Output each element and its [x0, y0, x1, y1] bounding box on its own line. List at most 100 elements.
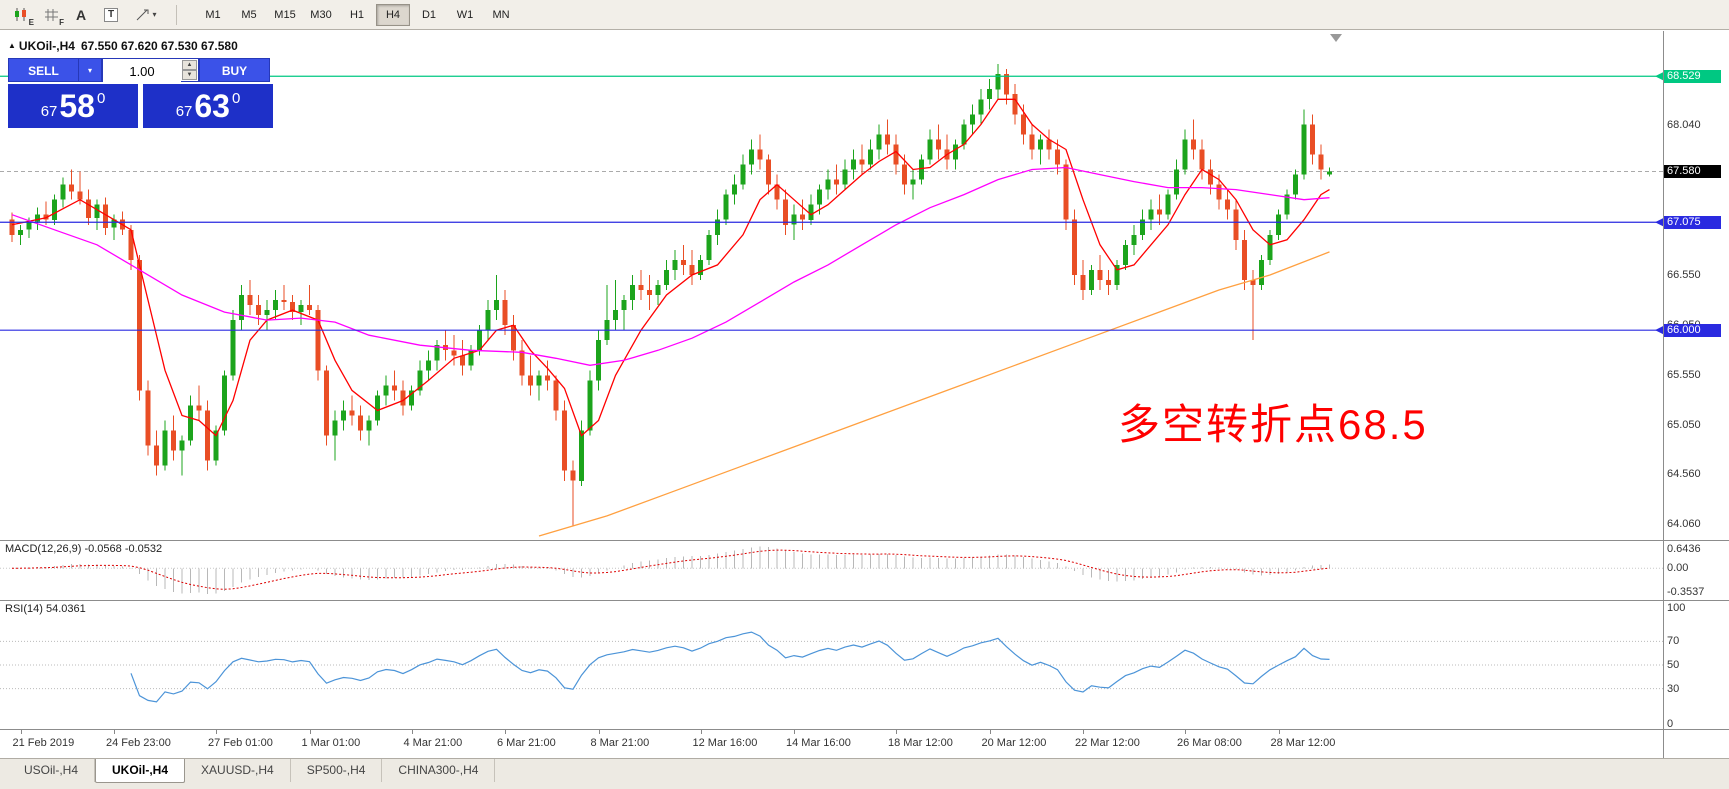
ask-pips: 63	[194, 87, 230, 124]
chart-tab-usoil-h4[interactable]: USOil-,H4	[8, 759, 96, 782]
tool-sub-label: F	[59, 17, 64, 27]
rsi-axis-label: 70	[1667, 635, 1680, 648]
bid-price-display[interactable]: 67 58 0	[8, 84, 138, 128]
time-axis-label: 12 Mar 16:00	[692, 737, 758, 749]
time-axis-label: 26 Mar 08:00	[1177, 737, 1242, 749]
text-label-glyph: T	[103, 7, 119, 22]
drawing-tools-icon[interactable]: ▾	[127, 3, 165, 27]
timeframe-button-mn[interactable]: MN	[492, 8, 510, 21]
trade-prices-row: 67 58 0 67 63 0	[8, 84, 274, 128]
timeframe-button-h4[interactable]: H4	[376, 3, 410, 26]
symbol-marker-icon: ▲	[8, 41, 16, 50]
time-axis-separator	[0, 729, 1729, 730]
rsi-indicator-label: RSI(14) 54.0361	[5, 603, 86, 615]
time-axis-label: 6 Mar 21:00	[497, 737, 556, 749]
price-chart-canvas[interactable]	[0, 31, 1663, 540]
time-axis-label: 22 Mar 12:00	[1075, 737, 1140, 749]
font-glyph: A	[75, 6, 87, 23]
buy-button[interactable]: BUY	[199, 58, 270, 82]
chart-tab-ukoil-h4[interactable]: UKOil-,H4	[95, 759, 186, 783]
time-axis-label: 4 Mar 21:00	[403, 737, 463, 749]
price-line-badge: 67.075	[1664, 215, 1721, 229]
time-tick	[505, 730, 506, 734]
time-tick	[1185, 730, 1186, 734]
macd-panel-canvas[interactable]	[0, 541, 1663, 600]
bid-pips: 58	[59, 87, 95, 124]
price-grid-label: 64.560	[1667, 468, 1701, 481]
price-grid-label: 65.550	[1667, 368, 1701, 381]
candlestick-glyph	[15, 8, 26, 21]
time-axis-label: 14 Mar 16:00	[786, 737, 851, 749]
time-axis[interactable]: 21 Feb 2019 24 Feb 23:00 27 Feb 01:00 1 Mar…	[0, 730, 1663, 758]
macd-axis-label: 0.00	[1667, 562, 1689, 575]
chevron-down-icon: ▾	[152, 10, 157, 19]
trade-controls-row: SELL ▾ ▲ ▼ BUY	[8, 58, 274, 83]
panel-separator[interactable]	[0, 600, 1729, 601]
price-grid-label: 66.550	[1667, 268, 1701, 281]
bid-point: 0	[96, 89, 106, 107]
price-scale[interactable]: 68.04067.55067.06066.55066.05065.55065.0…	[1664, 31, 1729, 758]
time-axis-label: 8 Mar 21:00	[590, 737, 650, 749]
bid-integer: 67	[40, 102, 58, 120]
chevron-down-icon: ▾	[87, 66, 92, 75]
volume-increase-button[interactable]: ▲	[182, 60, 197, 70]
timeframe-button-m15[interactable]: M15	[274, 8, 296, 21]
time-tick	[598, 730, 600, 734]
time-tick	[20, 730, 22, 734]
time-tick	[216, 730, 217, 734]
price-grid-label: 64.060	[1667, 518, 1701, 531]
time-tick	[309, 730, 311, 734]
macd-axis-label: -0.3537	[1667, 586, 1705, 598]
chart-tab-china300-h4[interactable]: CHINA300-,H4	[382, 759, 496, 782]
font-tool-icon[interactable]: A	[67, 3, 95, 27]
panel-separator[interactable]	[0, 540, 1729, 541]
timeframe-button-m5[interactable]: M5	[241, 8, 257, 21]
time-tick	[700, 730, 702, 734]
ohlc-values: 67.550 67.620 67.530 67.580	[80, 39, 238, 53]
timeframe-button-d1[interactable]: D1	[421, 8, 437, 21]
rsi-panel-canvas[interactable]	[0, 601, 1663, 729]
ask-integer: 67	[175, 102, 193, 120]
time-tick	[411, 730, 413, 734]
time-tick	[1083, 730, 1084, 734]
time-axis-label: 21 Feb 2019	[12, 737, 75, 749]
ask-price-display[interactable]: 67 63 0	[143, 84, 273, 128]
sell-button[interactable]: SELL	[8, 58, 79, 82]
rsi-axis-label: 30	[1667, 682, 1680, 695]
timeframe-button-w1[interactable]: W1	[456, 8, 474, 21]
trendline-glyph	[137, 9, 149, 20]
price-grid-label: 68.040	[1667, 118, 1701, 131]
timeframe-group: M1 M5 M15 M30 H1 H4 D1 W1 MN	[195, 3, 519, 26]
timeframe-button-m1[interactable]: M1	[205, 8, 221, 21]
chart-tab-xauusd-h4[interactable]: XAUUSD-,H4	[185, 759, 291, 782]
rsi-axis-label: 0	[1667, 718, 1674, 730]
chart-annotation-text: 多空转折点68.5	[1118, 401, 1428, 448]
time-axis-label: 20 Mar 12:00	[981, 737, 1047, 749]
time-tick	[896, 730, 897, 734]
volume-input[interactable]	[103, 59, 181, 83]
price-scale-separator	[1663, 31, 1664, 758]
chart-window: ▲ UKOil-,H4 67.550 67.620 67.530 67.580 SE…	[0, 31, 1729, 758]
volume-field: ▲ ▼	[102, 58, 199, 83]
time-axis-label: 18 Mar 12:00	[888, 737, 953, 749]
grid-icon[interactable]: F	[37, 3, 65, 27]
time-axis-label: 27 Feb 01:00	[208, 737, 273, 749]
symbol-timeframe-label: UKOil-,H4	[18, 39, 75, 53]
top-toolbar: E F A T ▾ M1 M5 M15 M30 H1 H4 D1 W1 MN	[0, 0, 1729, 30]
volume-dropdown-button[interactable]: ▾	[79, 58, 102, 82]
chart-tab-sp500-h4[interactable]: SP500-,H4	[291, 759, 383, 782]
volume-decrease-button[interactable]: ▼	[182, 70, 197, 80]
chart-title: ▲ UKOil-,H4 67.550 67.620 67.530 67.580	[8, 39, 238, 53]
price-grid-label: 65.050	[1667, 419, 1701, 432]
rsi-axis-label: 100	[1667, 602, 1686, 614]
ask-point: 0	[231, 89, 241, 107]
text-label-tool-icon[interactable]: T	[97, 3, 125, 27]
chart-tab-bar: USOil-,H4 UKOil-,H4 XAUUSD-,H4 SP500-,H4 CHI…	[0, 758, 1729, 789]
timeframe-button-m30[interactable]: M30	[310, 8, 332, 21]
price-line-badge: 66.000	[1664, 323, 1721, 337]
candlestick-chart-icon[interactable]: E	[7, 3, 35, 27]
time-tick	[794, 730, 795, 734]
toolbar-separator	[176, 4, 177, 25]
timeframe-button-h1[interactable]: H1	[349, 8, 365, 21]
